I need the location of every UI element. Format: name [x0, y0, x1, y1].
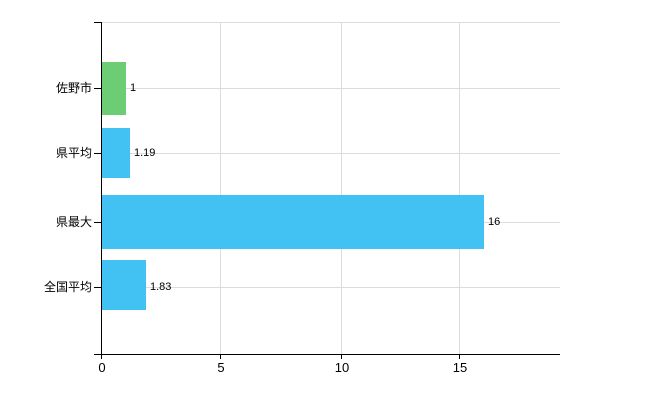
bar	[102, 128, 130, 178]
y-axis-top-tick	[94, 22, 102, 23]
y-axis-tick	[94, 222, 102, 223]
y-axis-tick	[94, 287, 102, 288]
gridline-category-3	[102, 287, 560, 288]
x-tick-label: 15	[452, 360, 468, 375]
x-tick-label: 10	[334, 360, 350, 375]
y-axis-tick	[94, 153, 102, 154]
gridline-x5	[220, 22, 221, 354]
x-axis-tick	[101, 355, 102, 359]
y-axis-line	[101, 22, 102, 355]
gridline-category-0	[102, 88, 560, 89]
x-axis-line	[94, 354, 560, 355]
gridline-x15	[459, 22, 460, 354]
category-label: 全国平均	[43, 280, 92, 294]
value-label: 1	[130, 82, 137, 94]
bar	[102, 195, 484, 249]
bar	[102, 62, 126, 115]
category-label: 佐野市	[55, 81, 92, 95]
gridline-category-1	[102, 153, 560, 154]
x-tick-label: 5	[217, 360, 225, 375]
category-label: 県最大	[55, 215, 92, 229]
x-axis-tick	[220, 355, 221, 359]
value-label: 16	[488, 216, 501, 228]
gridline-x10	[341, 22, 342, 354]
x-axis-tick	[459, 355, 460, 359]
x-axis-tick	[341, 355, 342, 359]
value-label: 1.83	[150, 281, 172, 293]
category-label: 県平均	[55, 146, 92, 160]
bar	[102, 260, 146, 310]
value-label: 1.19	[134, 147, 156, 159]
x-tick-label: 0	[98, 360, 106, 375]
gridline-top	[102, 22, 560, 23]
y-axis-tick	[94, 88, 102, 89]
